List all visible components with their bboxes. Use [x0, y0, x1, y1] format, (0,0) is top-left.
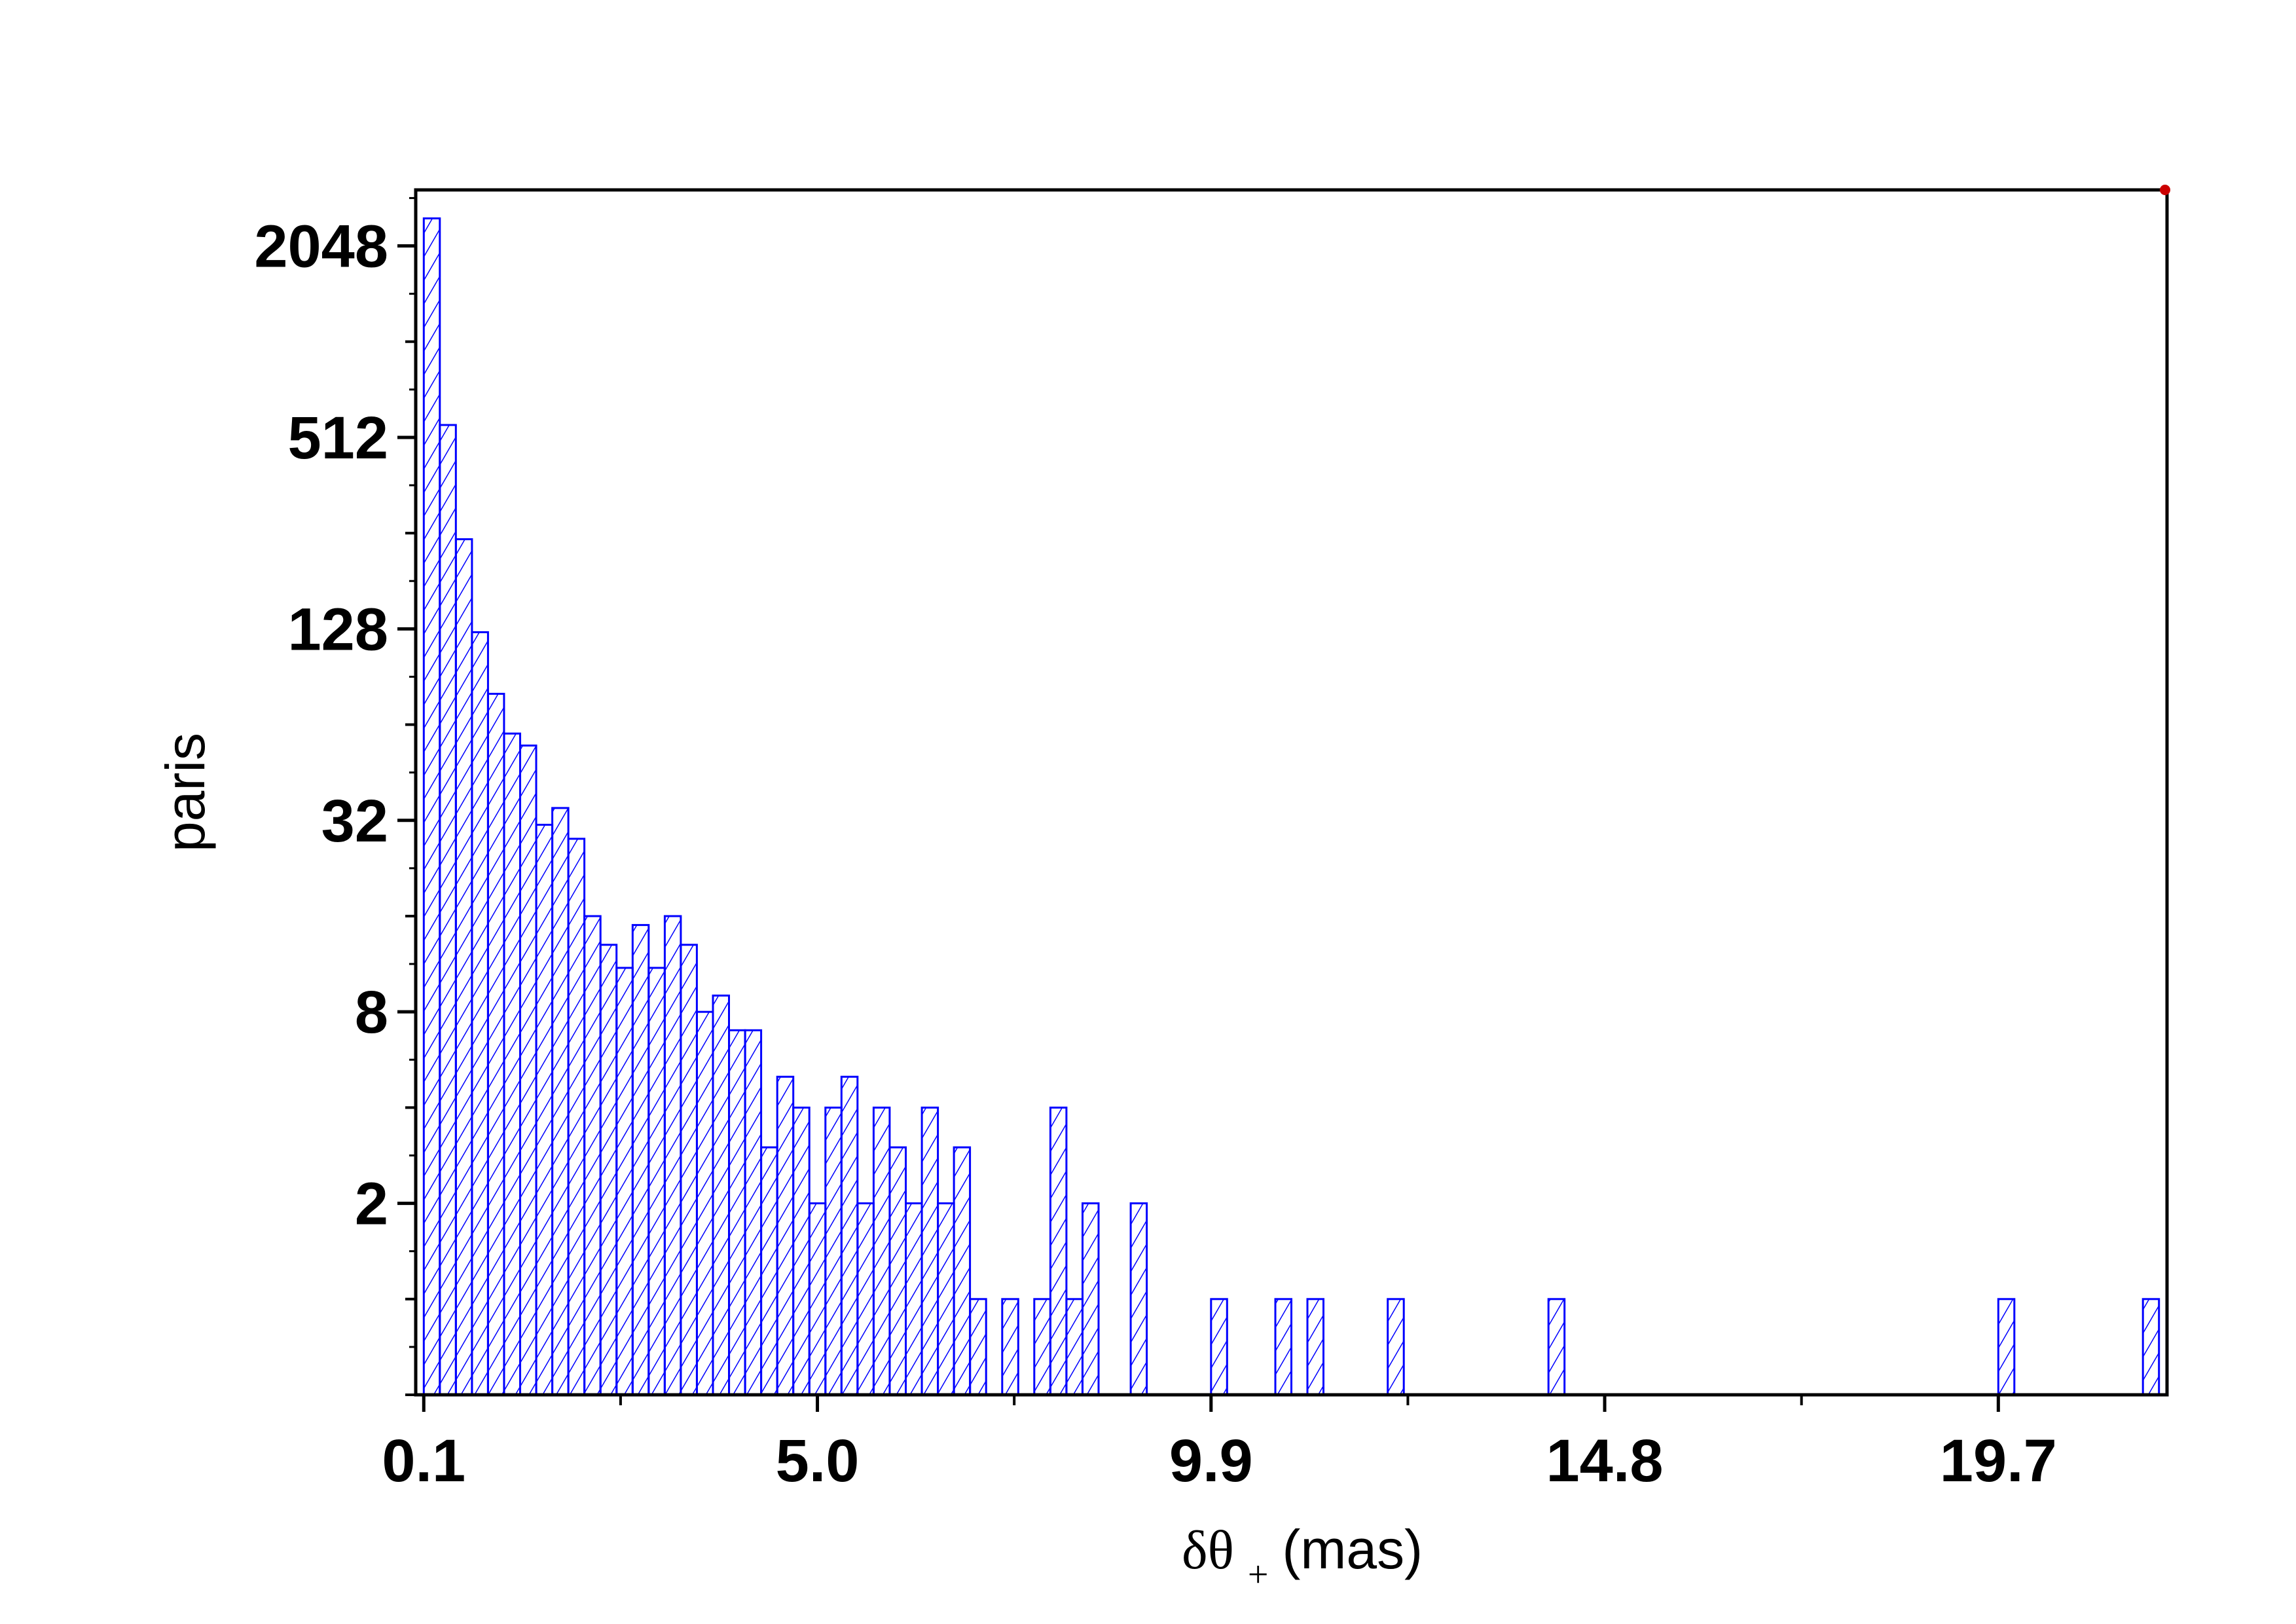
histogram-bar [1997, 1298, 2016, 1396]
histogram-bar [615, 967, 634, 1396]
x-axis-title-symbol: δθ [1182, 1520, 1234, 1581]
histogram-bar [631, 924, 650, 1396]
histogram-bar [808, 1202, 827, 1396]
histogram-bar [920, 1106, 939, 1396]
histogram-bar [486, 693, 505, 1396]
histogram-bar [1210, 1298, 1228, 1396]
histogram-bar [712, 994, 730, 1396]
histogram-bar [663, 915, 682, 1396]
x-axis-ticks: 0.1 5.0 9.9 14.8 19.7 [382, 1395, 2057, 1494]
y-tick-label: 2048 [254, 213, 388, 280]
x-axis-title-unit: (mas) [1282, 1519, 1423, 1580]
corner-marker [2160, 185, 2170, 195]
histogram-bar [937, 1202, 955, 1396]
histogram-bar [1065, 1298, 1084, 1396]
histogram-bar [905, 1202, 923, 1396]
histogram-bar [471, 631, 489, 1396]
histogram-bar [454, 538, 473, 1396]
histogram-bar [1033, 1298, 1051, 1396]
histogram-bar [422, 217, 441, 1396]
x-tick-label: 14.8 [1546, 1428, 1664, 1494]
x-axis-title: δθ + (mas) [1182, 1519, 1423, 1599]
histogram-bar [1082, 1202, 1100, 1396]
y-tick-label: 512 [288, 405, 389, 471]
histogram-bar [1306, 1298, 1324, 1396]
histogram-bar [744, 1029, 763, 1396]
histogram-bar [776, 1075, 795, 1396]
histogram-bar [583, 915, 602, 1396]
x-tick-label: 5.0 [776, 1428, 860, 1494]
histogram-bar [840, 1075, 859, 1396]
plot-frame [414, 188, 2169, 1397]
y-axis-ticks: 2 8 32 128 512 2048 [254, 196, 416, 1396]
histogram-bar [1547, 1298, 1566, 1396]
x-tick-label: 19.7 [1940, 1428, 2057, 1494]
histogram-bar [567, 838, 586, 1396]
y-tick-label: 2 [355, 1171, 388, 1238]
histogram-bar [2141, 1298, 2160, 1396]
y-axis-title: paris [155, 733, 216, 852]
y-tick-label: 128 [288, 596, 389, 663]
histogram-bar [503, 732, 521, 1396]
histogram-bar [647, 967, 666, 1396]
histogram-bar [856, 1202, 875, 1396]
histogram-bar [888, 1146, 907, 1396]
histogram-bar [792, 1106, 811, 1396]
histogram-bars [422, 217, 2160, 1396]
histogram-bar [760, 1146, 778, 1396]
histogram-bar [1274, 1298, 1292, 1396]
x-tick-label: 0.1 [382, 1428, 465, 1494]
histogram-bar [680, 944, 698, 1396]
histogram-bar [519, 745, 538, 1396]
histogram-bar [1049, 1106, 1068, 1396]
histogram-bar [1387, 1298, 1405, 1396]
histogram-bar [599, 944, 618, 1396]
histogram-bar [953, 1146, 972, 1396]
y-tick-label: 32 [321, 788, 388, 855]
x-tick-label: 9.9 [1169, 1428, 1253, 1494]
y-tick-label: 8 [355, 979, 388, 1046]
histogram-bar [551, 807, 570, 1396]
histogram-bar [824, 1106, 843, 1396]
histogram-bar [696, 1010, 714, 1396]
histogram-bar [439, 424, 457, 1396]
histogram-bar [1129, 1202, 1148, 1396]
histogram-bar [872, 1106, 891, 1396]
x-axis-title-subscript: + [1248, 1555, 1269, 1595]
histogram-bar [728, 1029, 746, 1396]
histogram-bar [1001, 1298, 1019, 1396]
histogram-bar [535, 824, 554, 1396]
histogram-bar [969, 1298, 987, 1396]
